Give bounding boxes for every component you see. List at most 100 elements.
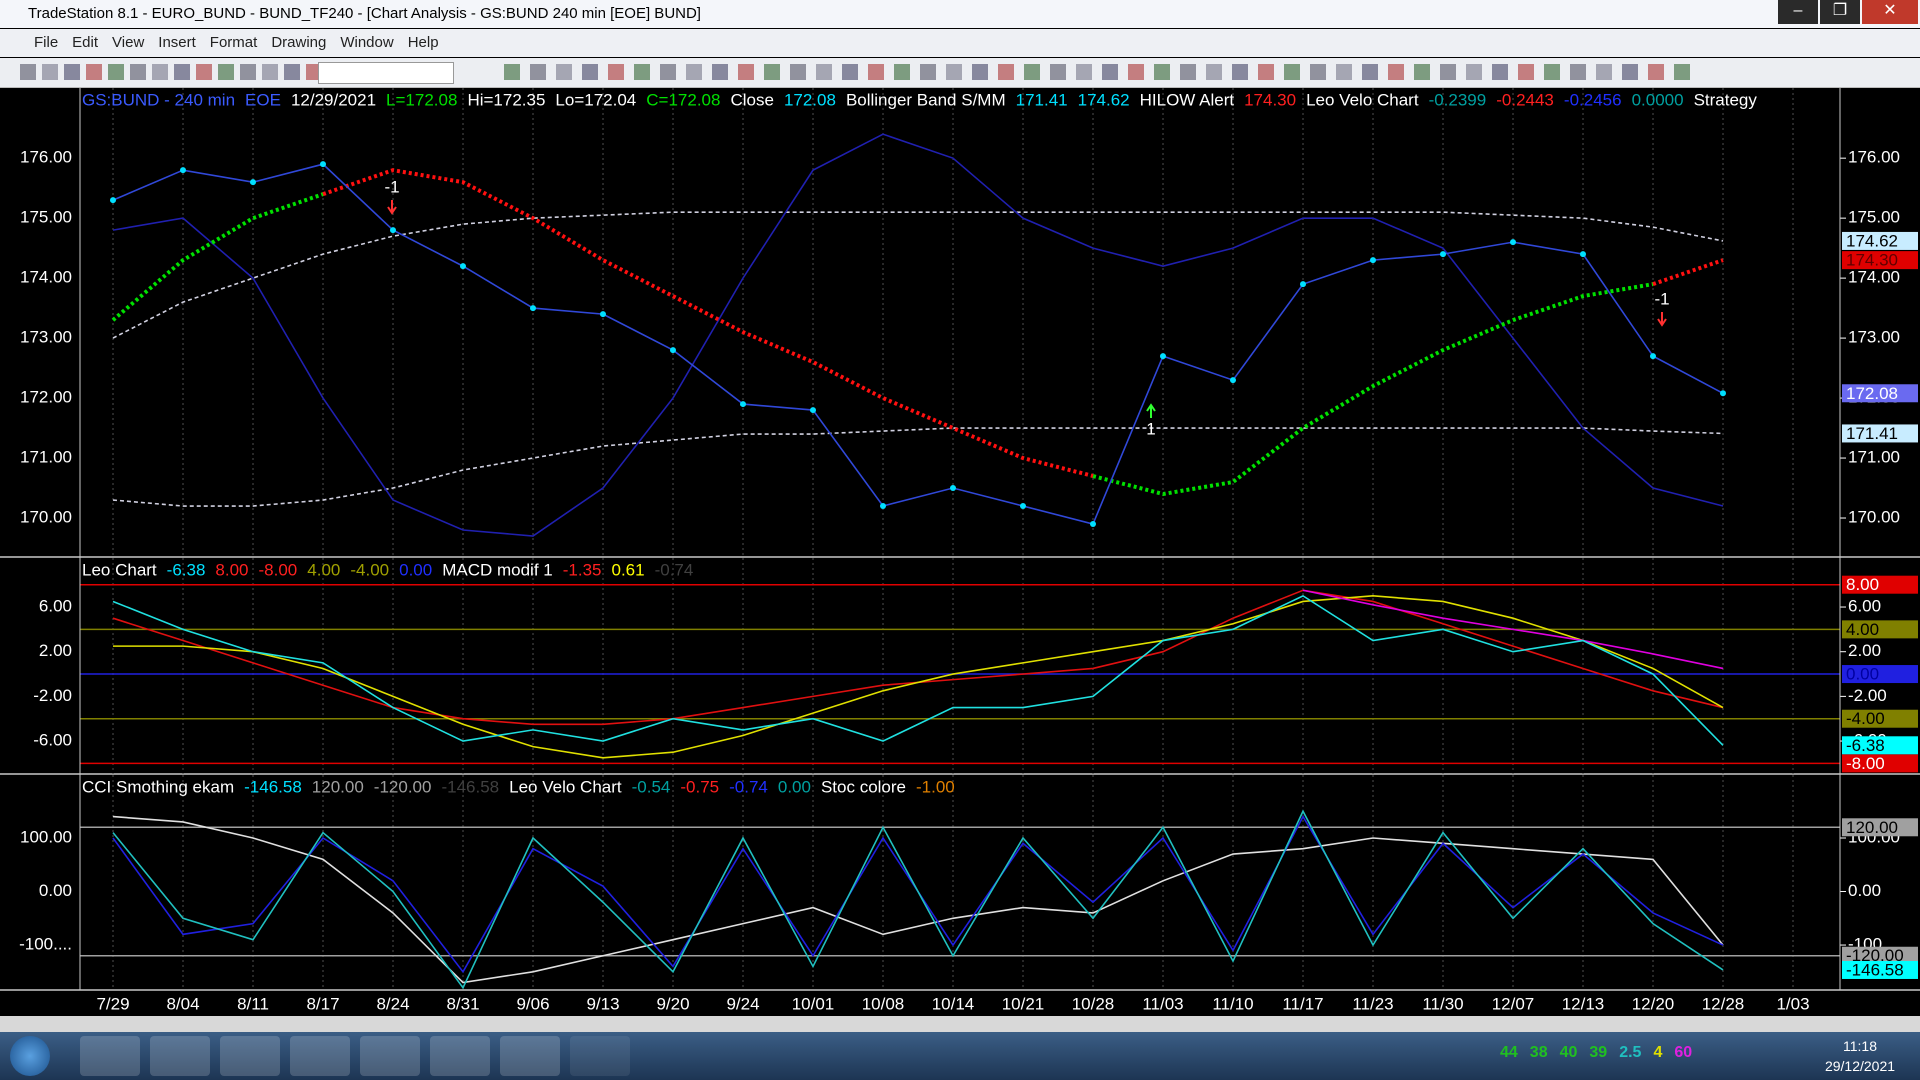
tray-indicator[interactable]: 44 [1500, 1044, 1518, 1061]
toolbar-button[interactable] [998, 64, 1014, 80]
toolbar-button[interactable] [530, 64, 546, 80]
legend-item: L=172.08 [386, 90, 457, 109]
toolbar-button[interactable] [1622, 64, 1638, 80]
toolbar-button[interactable] [1206, 64, 1222, 80]
taskbar-app[interactable] [360, 1036, 420, 1076]
menu-item[interactable]: Drawing [271, 34, 327, 51]
toolbar-button[interactable] [1466, 64, 1482, 80]
toolbar-button[interactable] [1362, 64, 1378, 80]
toolbar-button[interactable] [712, 64, 728, 80]
y-tick-label: 176.00 [20, 148, 72, 167]
toolbar-button[interactable] [262, 64, 278, 80]
legend-item: GS:BUND - 240 min [82, 90, 235, 109]
toolbar-button[interactable] [1336, 64, 1352, 80]
toolbar-button[interactable] [284, 64, 300, 80]
toolbar-button[interactable] [1128, 64, 1144, 80]
toolbar-button[interactable] [946, 64, 962, 80]
taskbar-app[interactable] [150, 1036, 210, 1076]
toolbar-button[interactable] [920, 64, 936, 80]
toolbar-button[interactable] [1492, 64, 1508, 80]
toolbar-button[interactable] [1180, 64, 1196, 80]
toolbar-button[interactable] [790, 64, 806, 80]
toolbar-button[interactable] [1518, 64, 1534, 80]
toolbar-button[interactable] [86, 64, 102, 80]
menu-item[interactable]: Edit [72, 34, 99, 51]
toolbar-button[interactable] [1258, 64, 1274, 80]
toolbar-button[interactable] [1596, 64, 1612, 80]
toolbar-button[interactable] [1232, 64, 1248, 80]
toolbar-button[interactable] [660, 64, 676, 80]
tray-indicator[interactable]: 38 [1529, 1044, 1548, 1061]
clock-date[interactable]: 29/12/2021 [1824, 1058, 1896, 1074]
toolbar-button[interactable] [1674, 64, 1690, 80]
toolbar-button[interactable] [582, 64, 598, 80]
menu-item[interactable]: Format [209, 34, 258, 51]
toolbar-button[interactable] [1414, 64, 1430, 80]
taskbar-app[interactable] [220, 1036, 280, 1076]
clock-time[interactable]: 11:18 [1843, 1038, 1877, 1054]
toolbar-button[interactable] [738, 64, 754, 80]
toolbar-button[interactable] [1154, 64, 1170, 80]
toolbar-button[interactable] [64, 64, 80, 80]
toolbar-button[interactable] [868, 64, 884, 80]
toolbar-button[interactable] [764, 64, 780, 80]
menu-bar: File Edit View Insert Format Drawing Window Hel… [0, 29, 1920, 57]
price-dot [1720, 390, 1726, 397]
start-button[interactable] [10, 1036, 50, 1076]
toolbar-button[interactable] [218, 64, 234, 80]
tray-indicator[interactable]: 2.5 [1619, 1044, 1642, 1061]
toolbar-button[interactable] [686, 64, 702, 80]
toolbar-button[interactable] [894, 64, 910, 80]
toolbar-button[interactable] [842, 64, 858, 80]
toolbar-button[interactable] [608, 64, 624, 80]
menu-item[interactable]: Help [407, 34, 439, 51]
toolbar-button[interactable] [1544, 64, 1560, 80]
toolbar-button[interactable] [20, 64, 36, 80]
menu-item[interactable]: File [34, 34, 59, 51]
toolbar-button[interactable] [130, 64, 146, 80]
minimize-button[interactable]: – [1778, 0, 1818, 24]
symbol-dropdown[interactable] [318, 62, 454, 84]
menu-item[interactable]: Insert [158, 34, 196, 51]
toolbar-button[interactable] [1050, 64, 1066, 80]
scroll-bar[interactable] [0, 1016, 1920, 1032]
taskbar: 44 38 40 39 2.5 4 60 11:18 29/12/2021 [0, 1032, 1920, 1080]
toolbar-button[interactable] [108, 64, 124, 80]
menu-item[interactable]: Window [340, 34, 394, 51]
toolbar-button[interactable] [972, 64, 988, 80]
taskbar-app[interactable] [430, 1036, 490, 1076]
toolbar-button[interactable] [174, 64, 190, 80]
toolbar-button[interactable] [1284, 64, 1300, 80]
y-tick-label: 170.00 [20, 508, 72, 527]
taskbar-app[interactable] [570, 1036, 630, 1076]
toolbar-button[interactable] [816, 64, 832, 80]
toolbar-button[interactable] [152, 64, 168, 80]
tray-indicator[interactable]: 60 [1674, 1044, 1693, 1061]
tray-indicator[interactable]: 39 [1589, 1044, 1608, 1061]
tray-indicator[interactable]: 4 [1653, 1044, 1663, 1061]
y-tick-label: 6.00 [39, 597, 72, 616]
toolbar-button[interactable] [196, 64, 212, 80]
toolbar-button[interactable] [1648, 64, 1664, 80]
toolbar-button[interactable] [1024, 64, 1040, 80]
toolbar-button[interactable] [556, 64, 572, 80]
toolbar-button[interactable] [1570, 64, 1586, 80]
maximize-button[interactable]: ❐ [1820, 0, 1860, 24]
toolbar-button[interactable] [1310, 64, 1326, 80]
clock[interactable]: 11:18 29/12/2021 [1805, 1036, 1915, 1076]
taskbar-app[interactable] [80, 1036, 140, 1076]
toolbar-button[interactable] [1440, 64, 1456, 80]
toolbar-button[interactable] [1102, 64, 1118, 80]
toolbar-button[interactable] [240, 64, 256, 80]
toolbar-button[interactable] [504, 64, 520, 80]
taskbar-app[interactable] [500, 1036, 560, 1076]
toolbar-button[interactable] [634, 64, 650, 80]
toolbar-button[interactable] [42, 64, 58, 80]
toolbar-button[interactable] [1388, 64, 1404, 80]
tray-indicator[interactable]: 40 [1559, 1044, 1578, 1061]
taskbar-app[interactable] [290, 1036, 350, 1076]
toolbar-button[interactable] [1076, 64, 1092, 80]
close-button[interactable]: ✕ [1862, 0, 1918, 24]
menu-item[interactable]: View [112, 34, 145, 51]
value-box [1842, 424, 1918, 443]
